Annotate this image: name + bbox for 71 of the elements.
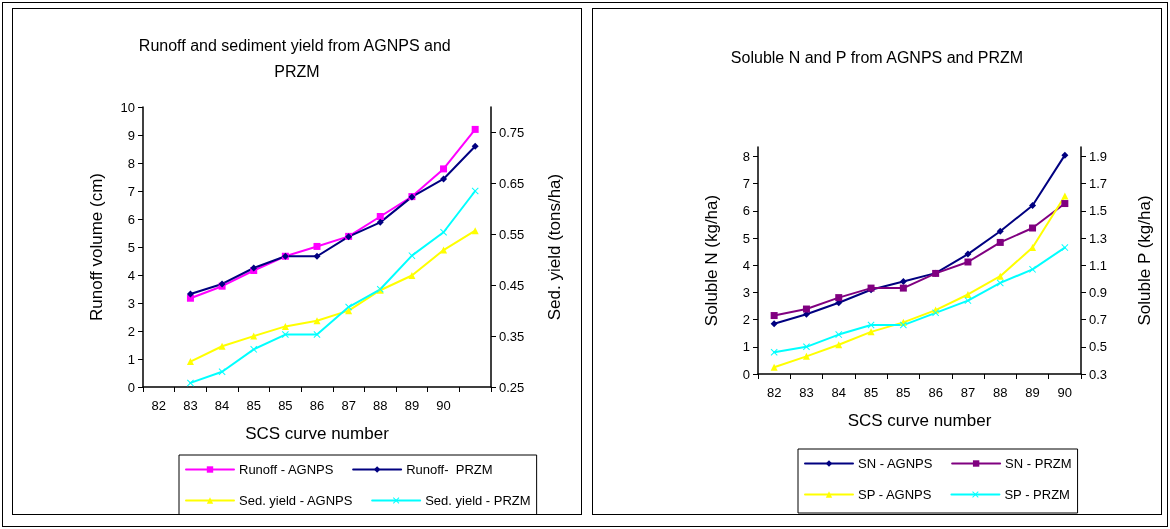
x-tick-label: 85 [896, 385, 911, 400]
y2-tick-label: 0.35 [499, 328, 525, 344]
y2-tick-label: 0.45 [499, 277, 525, 293]
x-tick-label: 85 [246, 398, 261, 413]
x-tick-label: 87 [960, 385, 976, 400]
x-tick-label: 90 [1057, 385, 1073, 400]
x-tick-label: 88 [993, 385, 1008, 400]
x-tick-label: 88 [373, 398, 388, 413]
y2-tick-label: 0.65 [499, 175, 525, 191]
y-tick-label: 8 [127, 155, 135, 171]
x-tick-label: 86 [928, 385, 943, 400]
y-tick-label: 9 [127, 127, 135, 143]
y-tick-label: 3 [127, 295, 135, 311]
legend-label: SP - AGNPS [858, 487, 932, 502]
x-tick-label: 87 [341, 398, 356, 413]
y2-tick-label: 0.25 [499, 379, 525, 395]
x-tick-label: 90 [436, 398, 451, 413]
x-tick-label: 84 [214, 398, 230, 413]
y-tick-label: 0 [127, 379, 135, 395]
y2-tick-label: 1.1 [1089, 257, 1108, 273]
legend-label: Runoff - AGNPS [239, 462, 334, 477]
y2-tick-label: 0.7 [1089, 312, 1108, 328]
y2-tick-label: 0.3 [1089, 366, 1108, 382]
y2-axis-title: Soluble P (kg/ha) [1135, 195, 1154, 326]
legend-label: SN - AGNPS [858, 456, 933, 471]
x-tick-label: 89 [404, 398, 420, 413]
y-tick-label: 0 [742, 366, 750, 382]
y2-tick-label: 0.55 [499, 226, 525, 242]
y-tick-label: 7 [127, 183, 135, 199]
y-tick-label: 3 [742, 284, 750, 300]
y-axis-title: Soluble N (kg/ha) [702, 194, 721, 327]
chart-title: Soluble N and P from AGNPS and PRZM [730, 48, 1024, 66]
y-tick-label: 2 [742, 312, 750, 328]
y-tick-label: 6 [742, 203, 750, 219]
x-tick-label: 83 [183, 398, 198, 413]
x-tick-label: 85 [863, 385, 879, 400]
legend-label: SP - PRZM [1004, 487, 1070, 502]
y-tick-label: 5 [742, 230, 750, 246]
y2-tick-label: 0.5 [1089, 339, 1108, 355]
x-tick-label: 83 [799, 385, 814, 400]
x-axis-title: SCS curve number [245, 424, 390, 443]
legend-label: Sed. yield - PRZM [425, 493, 531, 508]
chart-title: Runoff and sediment yield from AGNPS and PRZM [138, 36, 456, 80]
y-tick-label: 1 [742, 339, 750, 355]
y2-tick-label: 0.75 [499, 124, 525, 140]
x-tick-label: 86 [309, 398, 325, 413]
x-axis-title: SCS curve number [847, 411, 992, 430]
x-tick-label: 82 [151, 398, 167, 413]
legend-label: Runoff- PRZM [406, 462, 493, 477]
y2-tick-label: 0.9 [1089, 284, 1108, 300]
y-tick-label: 2 [127, 323, 135, 339]
y2-tick-label: 1.5 [1089, 203, 1108, 219]
y-tick-label: 4 [742, 257, 750, 273]
y-tick-label: 7 [742, 176, 750, 192]
x-tick-label: 84 [831, 385, 846, 400]
x-tick-label: 82 [766, 385, 782, 400]
y-axis-title: Runoff volume (cm) [87, 172, 106, 322]
x-tick-label: 85 [278, 398, 293, 413]
y-tick-label: 8 [742, 149, 750, 165]
y2-tick-label: 1.7 [1089, 176, 1108, 192]
y-tick-label: 4 [127, 267, 135, 283]
y-tick-label: 10 [120, 99, 135, 115]
x-tick-label: 89 [1025, 385, 1040, 400]
y-tick-label: 1 [127, 351, 135, 367]
y2-tick-label: 1.9 [1089, 149, 1108, 165]
y2-tick-label: 1.3 [1089, 230, 1108, 246]
y2-axis-title: Sed. yield (tons/ha) [545, 173, 564, 321]
legend-label: Sed. yield - AGNPS [239, 493, 353, 508]
y-tick-label: 5 [127, 239, 135, 255]
y-tick-label: 6 [127, 211, 135, 227]
legend-label: SN - PRZM [1005, 456, 1072, 471]
